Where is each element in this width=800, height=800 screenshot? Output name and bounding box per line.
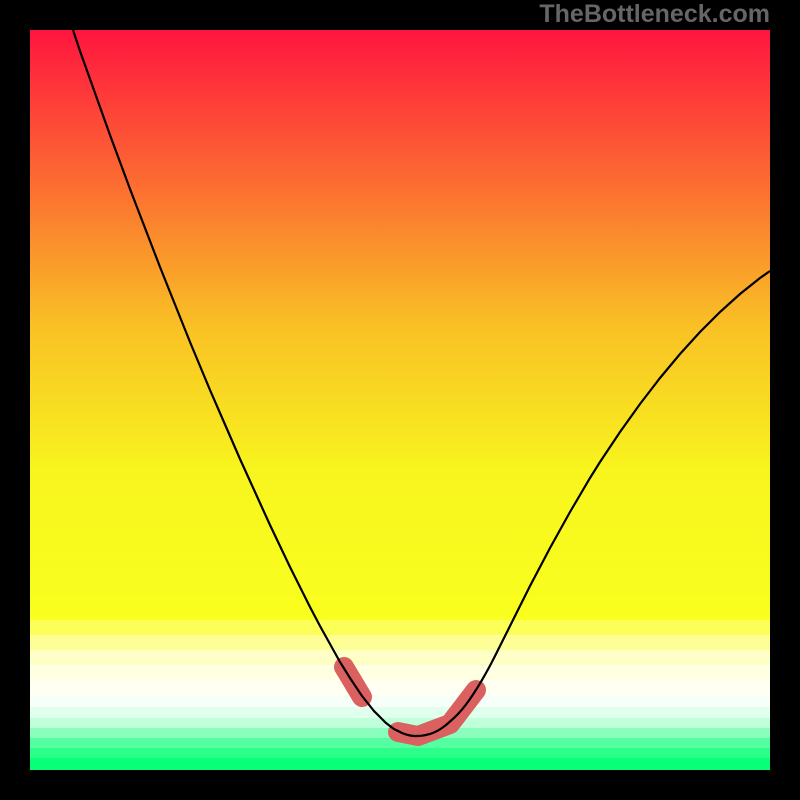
bottleneck-curve: [73, 30, 770, 736]
curve-layer: [0, 0, 800, 800]
marker-segment: [398, 690, 476, 736]
chart-frame: TheBottleneck.com: [0, 0, 800, 800]
marker-overlay: [344, 667, 476, 736]
watermark-text: TheBottleneck.com: [539, 0, 770, 29]
